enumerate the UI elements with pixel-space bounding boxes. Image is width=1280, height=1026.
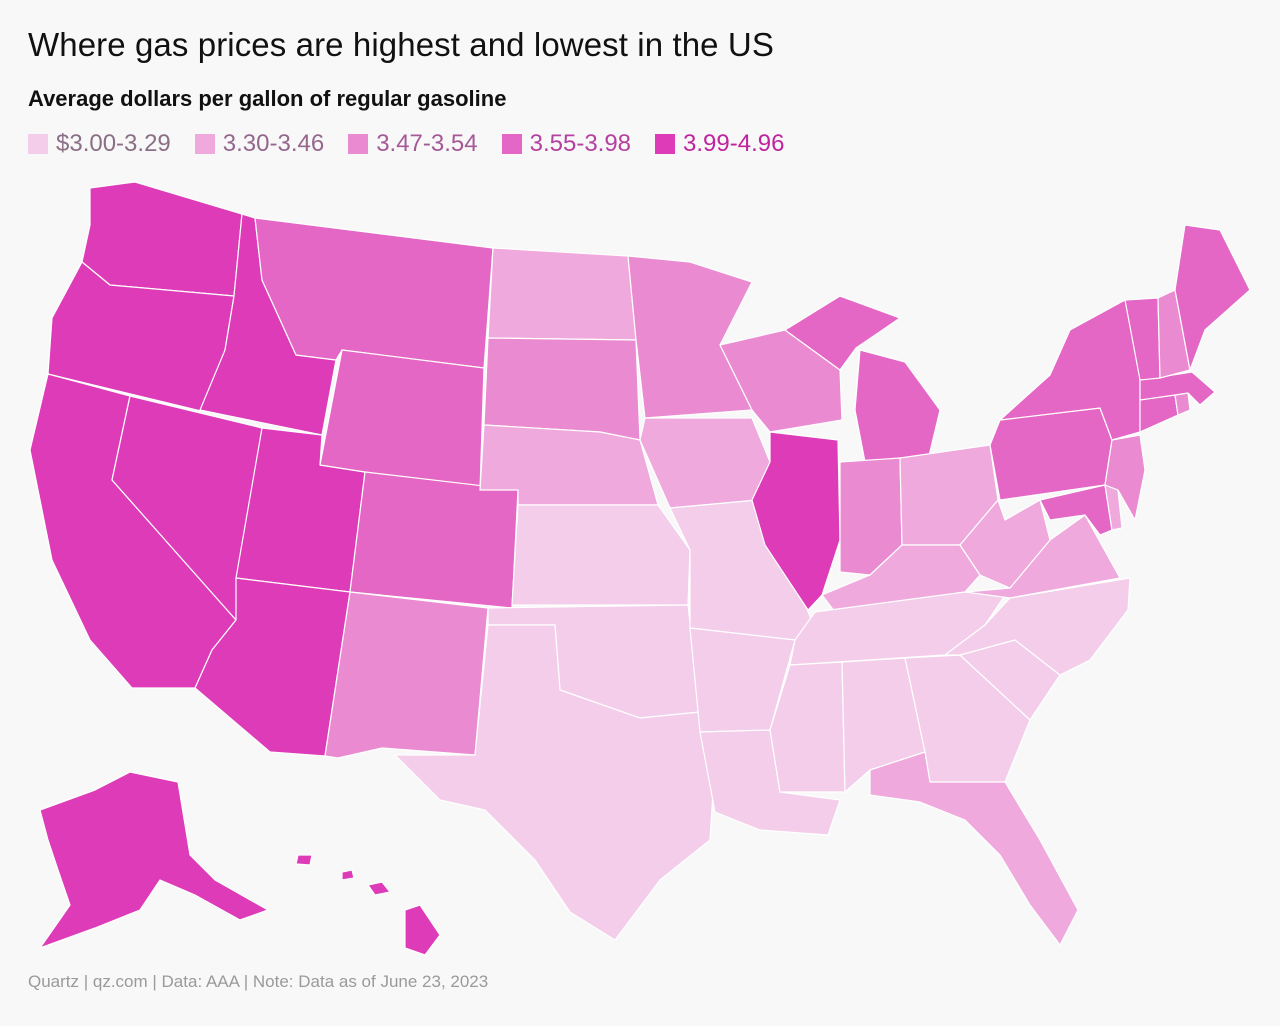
legend-item-bin-3: 3.55-3.98 bbox=[501, 130, 632, 158]
legend-swatch-bin-2 bbox=[348, 134, 369, 154]
state-pennsylvania bbox=[989, 407, 1113, 501]
state-texas bbox=[394, 624, 716, 941]
state-hawaii bbox=[295, 854, 441, 956]
source-footer: Quartz | qz.com | Data: AAA | Note: Data… bbox=[28, 972, 489, 991]
chart-subtitle: Average dollars per gallon of regular ga… bbox=[28, 86, 507, 111]
legend-label-bin-4: 3.99-4.96 bbox=[683, 130, 785, 157]
state-illinois bbox=[751, 431, 841, 611]
legend-item-bin-0: $3.00-3.29 bbox=[28, 130, 171, 158]
state-colorado bbox=[349, 471, 519, 609]
state-north-dakota bbox=[487, 247, 637, 341]
state-florida bbox=[869, 751, 1079, 946]
legend-swatch-bin-4 bbox=[655, 134, 676, 154]
legend-swatch-bin-1 bbox=[194, 134, 215, 154]
state-connecticut bbox=[1139, 394, 1179, 433]
state-washington bbox=[81, 181, 243, 297]
state-west-virginia bbox=[959, 499, 1051, 589]
legend-label-bin-1: 3.30-3.46 bbox=[222, 130, 325, 157]
state-wyoming bbox=[319, 349, 485, 491]
legend-label-bin-3: 3.55-3.98 bbox=[529, 130, 632, 157]
legend-item-bin-4: 3.99-4.96 bbox=[655, 130, 784, 158]
state-massachusetts bbox=[1139, 371, 1216, 406]
legend-item-bin-1: 3.30-3.46 bbox=[194, 130, 325, 158]
state-south-dakota bbox=[483, 337, 641, 441]
legend-label-bin-2: 3.47-3.54 bbox=[376, 130, 478, 157]
state-mississippi bbox=[769, 661, 846, 793]
legend-label-bin-0: $3.00-3.29 bbox=[56, 130, 171, 157]
state-new-mexico bbox=[324, 591, 489, 759]
state-iowa bbox=[639, 417, 771, 509]
state-north-carolina bbox=[944, 577, 1131, 676]
state-kansas bbox=[511, 504, 691, 606]
state-minnesota bbox=[627, 255, 753, 419]
legend-swatch-bin-3 bbox=[501, 134, 522, 154]
state-new-jersey bbox=[1104, 434, 1146, 521]
legend: $3.00-3.29 3.30-3.46 3.47-3.54 3.55-3.98… bbox=[28, 130, 784, 158]
legend-swatch-bin-0 bbox=[28, 134, 48, 154]
chart-title: Where gas prices are highest and lowest … bbox=[28, 26, 774, 63]
state-rhode-island bbox=[1174, 392, 1191, 416]
state-maine bbox=[1174, 224, 1251, 371]
legend-item-bin-2: 3.47-3.54 bbox=[348, 130, 478, 158]
state-alaska bbox=[39, 771, 269, 949]
